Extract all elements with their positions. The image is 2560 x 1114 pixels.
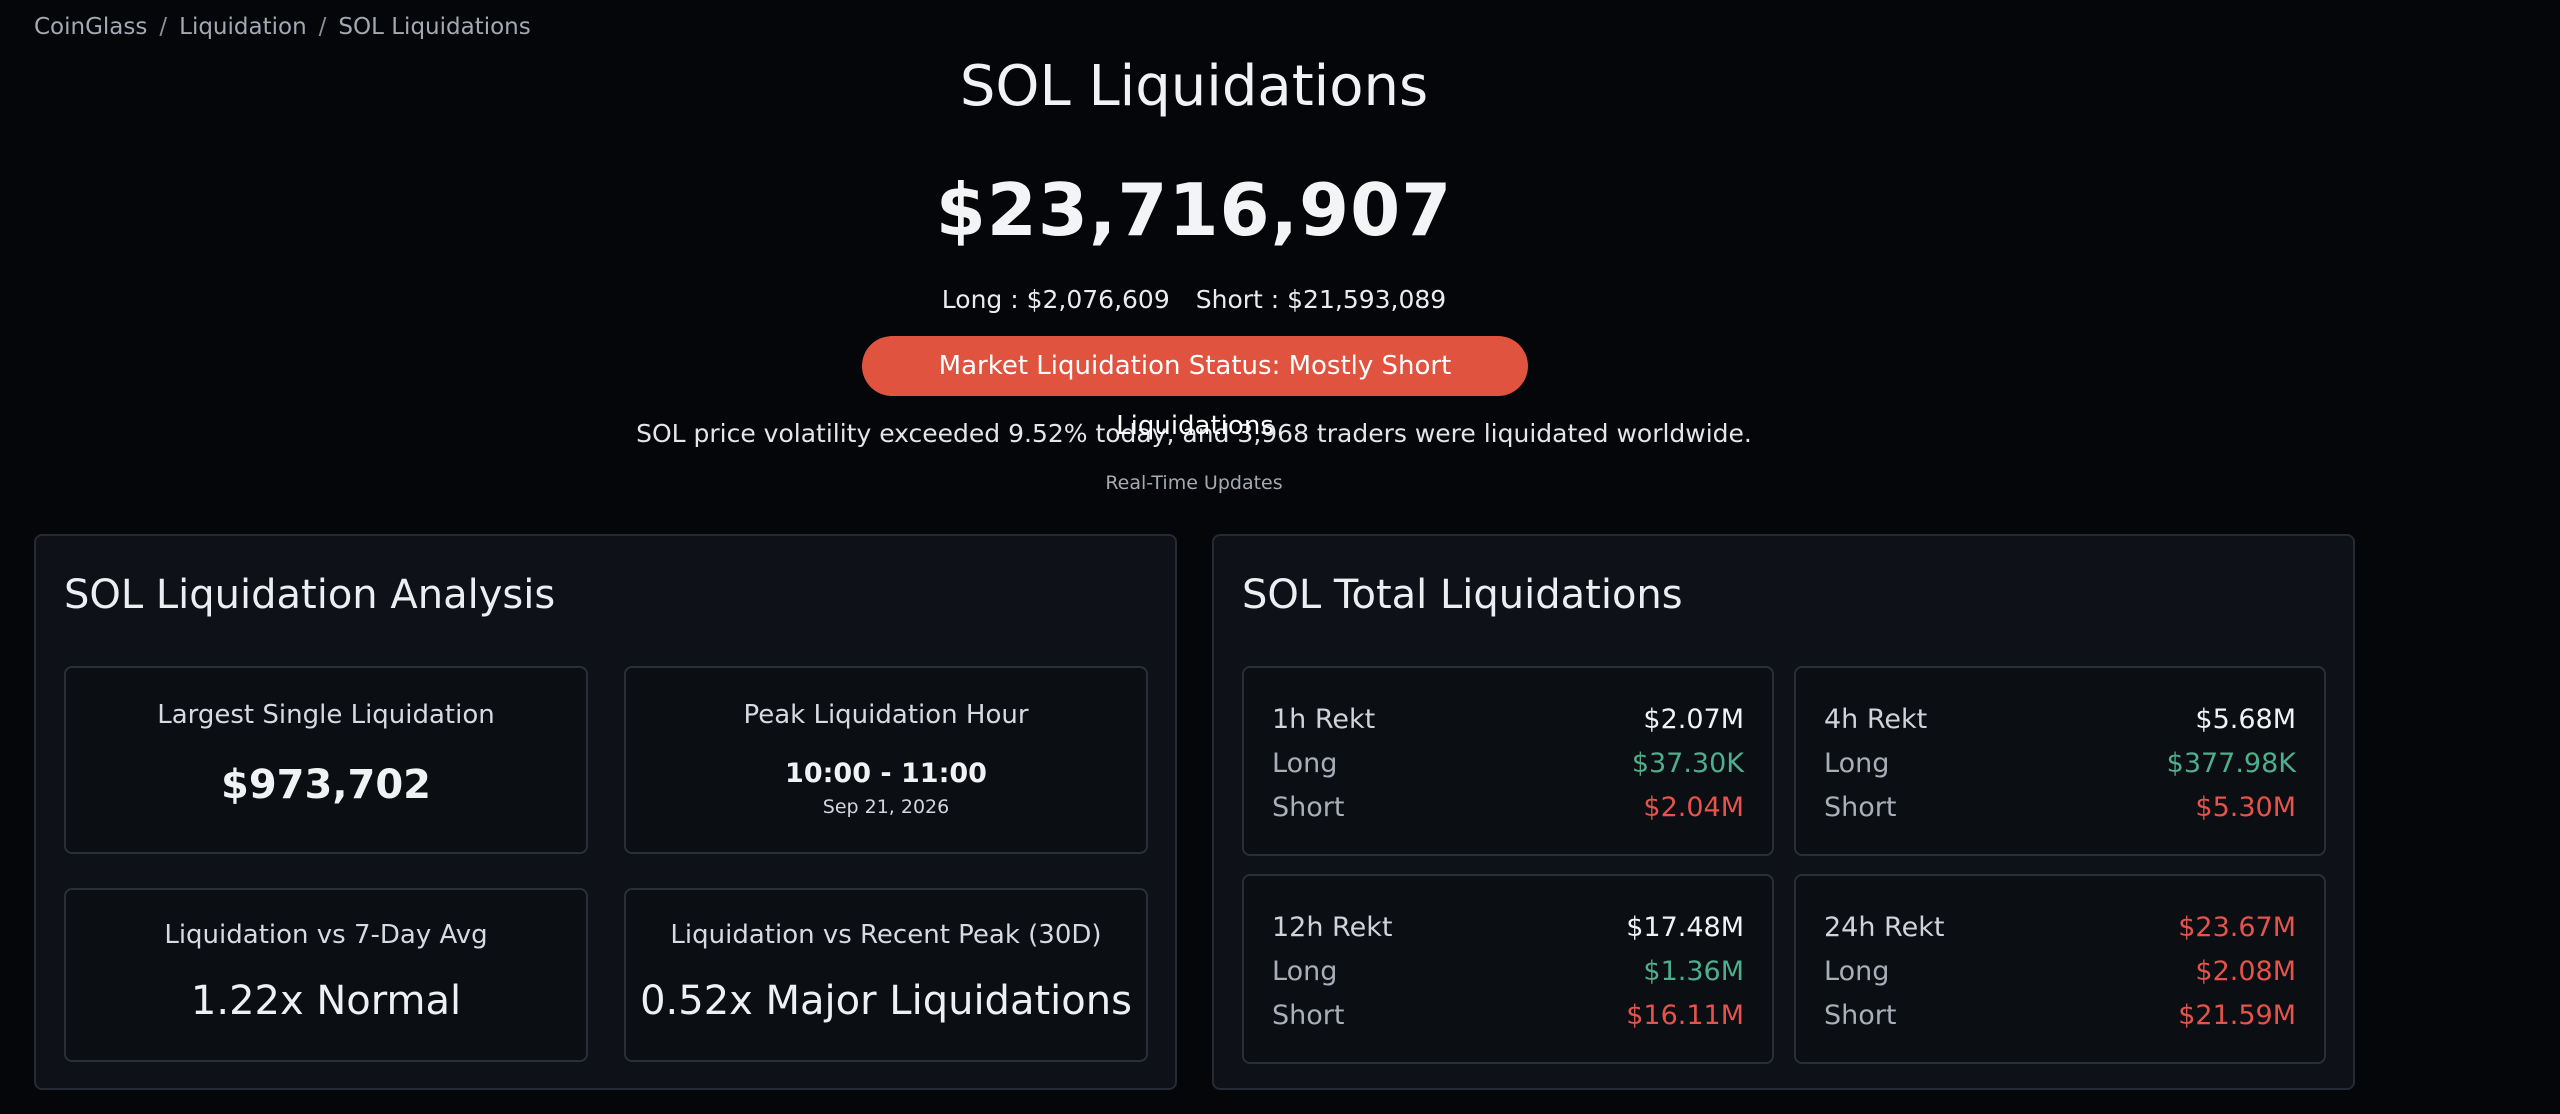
peak-hour-card: Peak Liquidation Hour 10:00 - 11:00 Sep … bbox=[624, 666, 1148, 854]
long-label: Long bbox=[1824, 748, 1890, 779]
period-total-value: $5.68M bbox=[2195, 704, 2296, 735]
period-short-value: $2.04M bbox=[1643, 792, 1744, 823]
breadcrumb-item-liquidation[interactable]: Liquidation bbox=[179, 14, 307, 40]
page-title: SOL Liquidations bbox=[959, 54, 1429, 119]
volatility-summary: SOL price volatility exceeded 9.52% toda… bbox=[636, 419, 1752, 448]
period-short-row: Short $5.30M bbox=[1824, 792, 2296, 823]
recent-peak-label: Liquidation vs Recent Peak (30D) bbox=[670, 920, 1102, 950]
totals-panel-title: SOL Total Liquidations bbox=[1242, 572, 1683, 618]
period-long-value: $2.08M bbox=[2195, 956, 2296, 987]
short-total: Short : $21,593,089 bbox=[1195, 285, 1447, 314]
period-label: 12h Rekt bbox=[1272, 912, 1393, 943]
period-short-value: $16.11M bbox=[1626, 1000, 1744, 1031]
period-long-value: $1.36M bbox=[1643, 956, 1744, 987]
short-label: Short bbox=[1824, 792, 1897, 823]
breadcrumb-separator: / bbox=[318, 14, 327, 40]
recent-peak-card: Liquidation vs Recent Peak (30D) 0.52x M… bbox=[624, 888, 1148, 1062]
largest-liquidation-label: Largest Single Liquidation bbox=[157, 700, 495, 730]
largest-liquidation-card: Largest Single Liquidation $973,702 bbox=[64, 666, 588, 854]
period-total-row: 1h Rekt $2.07M bbox=[1272, 704, 1744, 735]
period-total-value: $17.48M bbox=[1626, 912, 1744, 943]
long-short-summary: Long : $2,076,609 Short : $21,593,089 bbox=[0, 285, 2388, 314]
recent-peak-value: 0.52x Major Liquidations bbox=[640, 978, 1132, 1024]
period-label: 4h Rekt bbox=[1824, 704, 1928, 735]
period-card-1h: 1h Rekt $2.07M Long $37.30K Short $2.04M bbox=[1242, 666, 1774, 856]
period-total-row: 24h Rekt $23.67M bbox=[1824, 912, 2296, 943]
period-total-row: 4h Rekt $5.68M bbox=[1824, 704, 2296, 735]
seven-day-avg-label: Liquidation vs 7-Day Avg bbox=[164, 920, 488, 950]
total-liquidation-amount: $23,716,907 bbox=[935, 168, 1453, 252]
period-long-row: Long $37.30K bbox=[1272, 748, 1744, 779]
period-short-value: $21.59M bbox=[2178, 1000, 2296, 1031]
period-short-row: Short $2.04M bbox=[1272, 792, 1744, 823]
long-label: Long bbox=[1272, 748, 1338, 779]
period-card-24h: 24h Rekt $23.67M Long $2.08M Short $21.5… bbox=[1794, 874, 2326, 1064]
period-label: 1h Rekt bbox=[1272, 704, 1376, 735]
realtime-updates-label: Real-Time Updates bbox=[1105, 472, 1283, 494]
short-label: Short bbox=[1824, 1000, 1897, 1031]
peak-hour-label: Peak Liquidation Hour bbox=[743, 700, 1029, 730]
period-long-row: Long $1.36M bbox=[1272, 956, 1744, 987]
seven-day-avg-card: Liquidation vs 7-Day Avg 1.22x Normal bbox=[64, 888, 588, 1062]
period-long-row: Long $2.08M bbox=[1824, 956, 2296, 987]
breadcrumb: CoinGlass / Liquidation / SOL Liquidatio… bbox=[34, 14, 531, 40]
period-short-row: Short $16.11M bbox=[1272, 1000, 1744, 1031]
market-status-badge: Market Liquidation Status: Mostly Short … bbox=[862, 336, 1528, 441]
period-card-12h: 12h Rekt $17.48M Long $1.36M Short $16.1… bbox=[1242, 874, 1774, 1064]
peak-hour-date: Sep 21, 2026 bbox=[822, 796, 950, 818]
long-label: Long bbox=[1824, 956, 1890, 987]
period-total-value: $23.67M bbox=[2178, 912, 2296, 943]
period-total-row: 12h Rekt $17.48M bbox=[1272, 912, 1744, 943]
period-label: 24h Rekt bbox=[1824, 912, 1945, 943]
period-total-value: $2.07M bbox=[1643, 704, 1744, 735]
breadcrumb-item-coinglass[interactable]: CoinGlass bbox=[34, 14, 148, 40]
long-total: Long : $2,076,609 bbox=[941, 285, 1170, 314]
seven-day-avg-value: 1.22x Normal bbox=[190, 978, 462, 1024]
total-liquidations-panel: SOL Total Liquidations 1h Rekt $2.07M Lo… bbox=[1212, 534, 2355, 1090]
peak-hour-value: 10:00 - 11:00 bbox=[785, 758, 987, 789]
liquidation-analysis-panel: SOL Liquidation Analysis Largest Single … bbox=[34, 534, 1177, 1090]
short-label: Short bbox=[1272, 792, 1345, 823]
breadcrumb-item-current: SOL Liquidations bbox=[338, 14, 531, 40]
period-long-row: Long $377.98K bbox=[1824, 748, 2296, 779]
analysis-panel-title: SOL Liquidation Analysis bbox=[64, 572, 556, 618]
period-long-value: $37.30K bbox=[1631, 748, 1744, 779]
long-label: Long bbox=[1272, 956, 1338, 987]
largest-liquidation-value: $973,702 bbox=[220, 762, 432, 808]
period-card-4h: 4h Rekt $5.68M Long $377.98K Short $5.30… bbox=[1794, 666, 2326, 856]
breadcrumb-separator: / bbox=[159, 14, 168, 40]
period-short-value: $5.30M bbox=[2195, 792, 2296, 823]
period-long-value: $377.98K bbox=[2166, 748, 2296, 779]
period-short-row: Short $21.59M bbox=[1824, 1000, 2296, 1031]
short-label: Short bbox=[1272, 1000, 1345, 1031]
